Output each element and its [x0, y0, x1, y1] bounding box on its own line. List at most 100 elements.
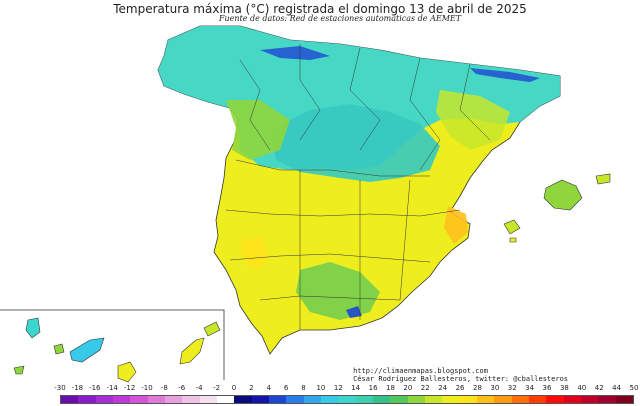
legend-swatch — [251, 396, 269, 403]
legend-label: 30 — [490, 384, 500, 392]
legend-swatch — [147, 396, 165, 403]
legend-label: -18 — [71, 384, 84, 392]
gran-canaria — [117, 361, 137, 383]
legend-swatch — [338, 396, 356, 403]
menorca — [595, 173, 611, 185]
legend-label: 32 — [507, 384, 517, 392]
legend-label: 12 — [333, 384, 343, 392]
legend-swatch — [476, 396, 495, 403]
formentera — [509, 237, 517, 243]
legend-swatch — [598, 396, 616, 403]
legend-label: -6 — [178, 384, 186, 392]
east-green-zone — [436, 90, 510, 150]
color-legend: -30 -18 -16 -14 -12 -10 -8 -6 -4 -2 0 2 4 6 8 10 12 14 16 1… — [54, 384, 638, 406]
legend-label: -4 — [195, 384, 203, 392]
la-gomera — [53, 343, 65, 355]
fuerteventura — [179, 337, 205, 365]
legend-labels: -30 -18 -16 -14 -12 -10 -8 -6 -4 -2 0 2 4 6 8 10 12 14 16 1… — [54, 384, 638, 394]
legend-swatch — [182, 396, 200, 403]
legend-swatch — [546, 396, 564, 403]
legend-label: 0 — [231, 384, 237, 392]
legend-swatch — [372, 396, 391, 403]
legend-swatch — [442, 396, 460, 403]
ibiza — [503, 219, 521, 235]
legend-label: 26 — [455, 384, 465, 392]
legend-swatch — [528, 396, 547, 403]
legend-swatch — [234, 396, 252, 403]
legend-label: 14 — [351, 384, 361, 392]
legend-label: 40 — [577, 384, 587, 392]
tenerife — [69, 337, 105, 363]
legend-swatch — [286, 396, 304, 403]
pyrenees-cold-peaks — [470, 68, 540, 82]
legend-label: 38 — [559, 384, 569, 392]
legend-label: -8 — [160, 384, 168, 392]
legend-swatch — [390, 396, 408, 403]
legend-label: -16 — [89, 384, 101, 392]
legend-label: -2 — [213, 384, 221, 392]
legend-label: 34 — [525, 384, 535, 392]
legend-swatch — [320, 396, 339, 403]
legend-swatch — [216, 396, 235, 403]
legend-label: 22 — [420, 384, 430, 392]
central-cool-zone — [270, 104, 440, 182]
legend-swatch — [303, 396, 321, 403]
legend-swatch — [615, 396, 633, 403]
map-title: Temperatura máxima (°C) registrada el do… — [113, 2, 527, 16]
credits-author: César Rodríguez Ballesteros, twitter: @c… — [353, 375, 568, 383]
legend-label: 4 — [266, 384, 271, 392]
legend-label: 36 — [542, 384, 552, 392]
legend-label: 18 — [386, 384, 395, 392]
balearic-islands — [503, 173, 611, 243]
legend-swatch — [61, 396, 79, 403]
legend-swatch — [580, 396, 599, 403]
legend-swatch — [112, 396, 131, 403]
legend-label: 2 — [249, 384, 254, 392]
legend-label: 28 — [472, 384, 482, 392]
legend-label: 42 — [594, 384, 604, 392]
legend-swatch — [494, 396, 512, 403]
legend-label: 10 — [316, 384, 326, 392]
legend-swatch — [424, 396, 443, 403]
legend-label: 50 — [629, 384, 639, 392]
west-green-zone — [226, 100, 290, 160]
legend-swatch — [511, 396, 529, 403]
legend-label: 16 — [368, 384, 378, 392]
map-subtitle: Fuente de datos: Red de estaciones autom… — [218, 14, 462, 23]
legend-swatch — [78, 396, 96, 403]
mallorca — [543, 179, 583, 211]
canary-islands-inset — [0, 309, 225, 383]
peninsula-map — [157, 25, 561, 355]
legend-swatch — [459, 396, 477, 403]
legend-label: 24 — [438, 384, 448, 392]
legend-label: 20 — [403, 384, 413, 392]
legend-swatch — [199, 396, 217, 403]
cantabrian-cold-peaks — [260, 46, 330, 60]
legend-swatch — [95, 396, 113, 403]
legend-swatch — [268, 396, 287, 403]
el-hierro — [13, 365, 25, 375]
east-warm-zone — [444, 206, 468, 244]
legend-label: -30 — [54, 384, 66, 392]
legend-label: -14 — [106, 384, 118, 392]
legend-label: 44 — [612, 384, 622, 392]
legend-swatch — [164, 396, 183, 403]
legend-swatch — [563, 396, 581, 403]
legend-label: -10 — [141, 384, 153, 392]
legend-label: 8 — [301, 384, 306, 392]
sierra-nevada-cold-peak — [346, 306, 362, 318]
inset-frame — [0, 309, 225, 380]
la-palma — [25, 317, 41, 339]
province-borders — [225, 44, 491, 330]
legend-swatch — [407, 396, 425, 403]
legend-bar — [60, 395, 634, 404]
south-warm-zone — [240, 236, 270, 270]
credits: http://climaenmapas.blogspot.com César R… — [353, 367, 568, 383]
legend-swatch — [130, 396, 148, 403]
credits-url[interactable]: http://climaenmapas.blogspot.com — [353, 367, 488, 375]
south-cool-zone — [296, 262, 380, 320]
legend-label: 6 — [283, 384, 289, 392]
legend-label: -12 — [123, 384, 136, 392]
lanzarote — [203, 321, 221, 337]
